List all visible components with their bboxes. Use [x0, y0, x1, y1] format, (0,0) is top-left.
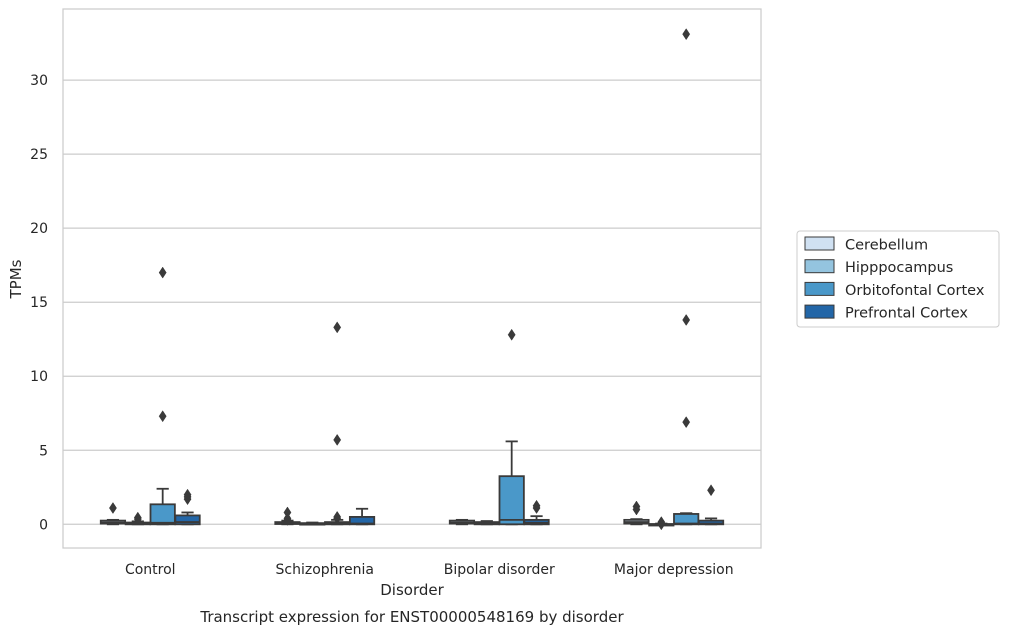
outlier-point	[183, 488, 192, 501]
box	[648, 516, 675, 531]
outlier-point	[657, 518, 666, 531]
legend-label: Cerebellum	[845, 238, 928, 254]
box	[623, 500, 650, 526]
x-tick-label: Control	[125, 562, 176, 578]
legend-label: Hipppocampus	[845, 260, 953, 276]
x-tick-label: Bipolar disorder	[444, 562, 555, 578]
box	[174, 488, 201, 526]
outlier-point	[682, 314, 691, 326]
legend-swatch	[804, 259, 835, 274]
box	[299, 521, 326, 526]
outlier-point	[158, 266, 167, 279]
outlier-point	[109, 502, 117, 514]
legend-frame	[796, 230, 1000, 328]
box	[697, 484, 725, 526]
box	[473, 520, 500, 526]
box	[498, 328, 525, 526]
plot-frame	[62, 8, 762, 549]
outlier-point	[133, 513, 142, 526]
outlier-point	[333, 433, 342, 446]
outlier-point	[507, 328, 516, 341]
box	[448, 518, 476, 526]
legend-swatch	[804, 236, 835, 251]
y-tick-label: 5	[39, 443, 48, 459]
y-tick-label: 0	[39, 517, 48, 533]
box	[348, 507, 376, 526]
box	[99, 502, 127, 526]
chart-caption: Transcript expression for ENST0000054816…	[199, 608, 624, 626]
box-series	[99, 28, 725, 531]
outlier-point	[283, 513, 292, 526]
gridlines	[63, 79, 761, 525]
outlier-point	[632, 503, 641, 516]
box-body	[498, 475, 525, 526]
y-tick-label: 30	[30, 73, 48, 89]
x-axis-ticks: Control Schizophrenia Bipolar disorder Majo…	[125, 562, 734, 578]
x-tick-label: Major depression	[614, 562, 734, 578]
box	[324, 321, 351, 526]
box-body	[149, 503, 176, 526]
outlier-point	[333, 510, 342, 523]
legend-label: Orbitofontal Cortex	[845, 283, 985, 299]
y-axis-ticks: 0 5 10 15 20 25 30	[30, 73, 48, 533]
outlier-point	[682, 28, 691, 41]
legend: Cerebellum Hipppocampus Orbitofontal Corte…	[796, 230, 1000, 328]
box	[523, 499, 550, 526]
x-axis-label: Disorder	[380, 581, 444, 599]
outlier-point	[333, 321, 342, 334]
box	[124, 511, 151, 526]
y-axis-label: TPMs	[7, 259, 25, 299]
legend-swatch	[804, 304, 835, 319]
y-tick-label: 10	[30, 369, 48, 385]
box	[673, 28, 700, 526]
legend-swatch	[804, 281, 835, 296]
outlier-point	[682, 416, 691, 429]
x-tick-label: Schizophrenia	[276, 562, 374, 578]
box-body	[174, 514, 201, 526]
box	[274, 506, 301, 526]
box	[149, 266, 176, 526]
legend-label: Prefrontal Cortex	[845, 306, 968, 322]
outlier-point	[532, 499, 541, 512]
outlier-point	[158, 410, 167, 423]
y-tick-label: 15	[30, 295, 48, 311]
y-tick-label: 20	[30, 221, 48, 237]
outlier-point	[707, 484, 715, 497]
y-tick-label: 25	[30, 147, 48, 163]
